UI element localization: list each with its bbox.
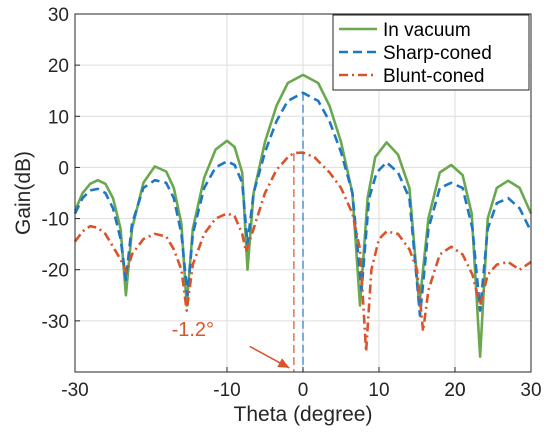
y-tick-label: -10 [42,210,69,231]
x-tick-label: 20 [444,380,465,401]
series-layer [73,73,533,358]
annotation-text: -1.2° [172,319,214,341]
peak-marker-layer [293,92,304,372]
annotation-arrow-head [277,358,290,368]
annotation-layer: -1.2° [172,319,290,369]
series-line-2 [73,91,533,317]
y-axis-label: Gain(dB) [12,151,35,235]
y-tick-label: 0 [58,158,69,179]
series-line-3 [73,151,532,353]
y-tick-label: -20 [42,261,69,282]
y-tick-label: -30 [42,312,69,333]
y-tick-label: 20 [48,56,69,77]
x-tick-label: 20 [444,380,465,401]
x-tick-label: -10 [213,380,240,401]
x-tick-label: 10 [368,380,389,401]
legend-label: In vacuum [383,20,471,41]
x-axis-label: Theta (degree) [234,403,373,426]
x-tick-label: 0 [298,380,309,401]
x-tick-label: 30 [520,380,541,401]
legend-label: Blunt-coned [383,66,484,87]
x-tick-label: -30 [61,380,88,401]
legend-label: Sharp-coned [383,43,492,64]
y-tick-label: 10 [48,107,69,128]
legend-box [332,14,530,91]
y-tick-label: 30 [48,5,69,26]
